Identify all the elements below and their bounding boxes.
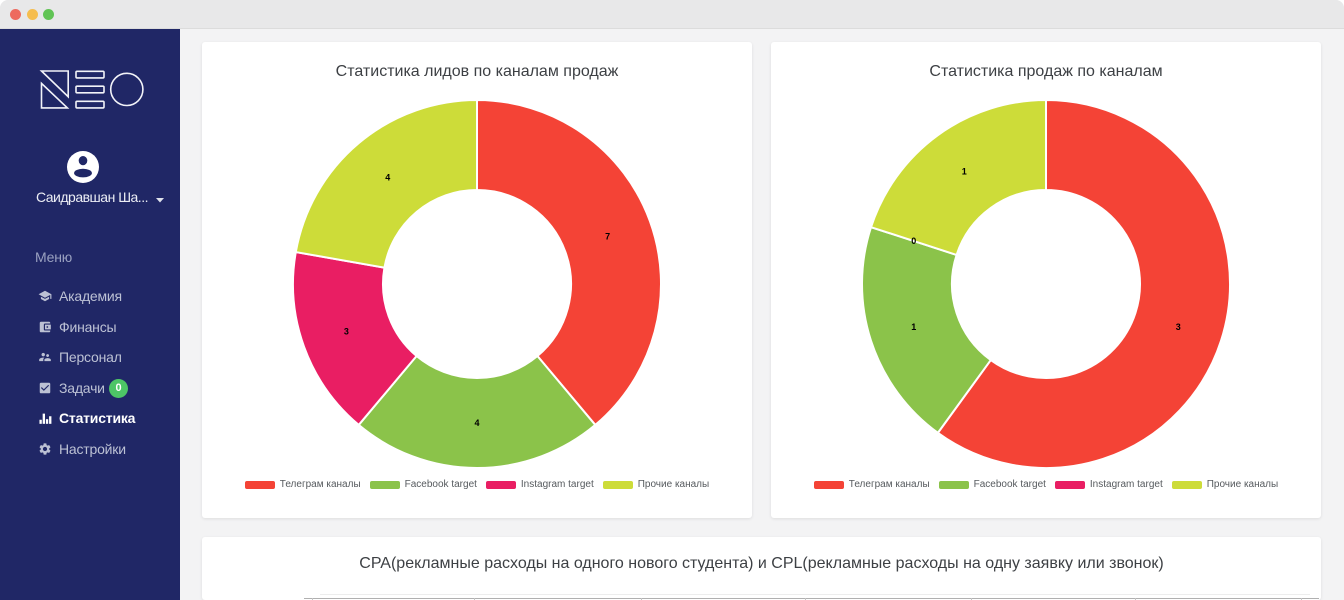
- svg-text:7: 7: [605, 232, 610, 242]
- svg-text:4: 4: [474, 418, 479, 428]
- svg-text:3: 3: [1176, 322, 1181, 332]
- svg-text:3: 3: [344, 327, 349, 337]
- svg-text:1: 1: [962, 167, 967, 177]
- svg-text:1: 1: [911, 322, 916, 332]
- svg-text:0: 0: [911, 236, 916, 246]
- svg-text:4: 4: [385, 173, 390, 183]
